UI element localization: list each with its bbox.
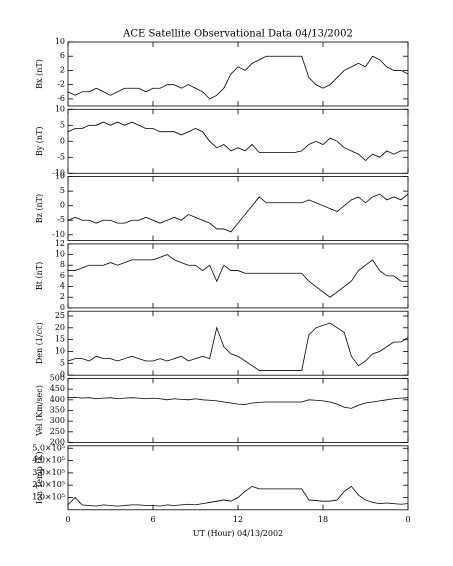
y-tick-label: 6 <box>60 271 65 280</box>
y-tick-label: -5 <box>57 215 65 224</box>
y-tick-label: 5 <box>60 358 65 367</box>
y-tick-label: 10 <box>55 250 65 259</box>
y-tick-label: 2 <box>60 65 65 74</box>
data-line <box>68 254 408 298</box>
y-tick-label: 0 <box>60 303 65 312</box>
y-tick-label: -10 <box>52 168 65 177</box>
y-tick-label: -5 <box>57 152 65 161</box>
y-tick-label: 5 <box>60 120 65 129</box>
y-tick-label: -2 <box>57 80 65 89</box>
y-tick-label: 8 <box>60 260 65 269</box>
y-tick-label: -10 <box>52 230 65 239</box>
y-tick-label: 300 <box>50 416 65 425</box>
y-tick-label: 5.0×10⁵ <box>32 443 65 452</box>
x-tick-label: 6 <box>150 515 155 524</box>
y-tick-label: 10 <box>55 37 65 46</box>
data-line <box>67 121 408 162</box>
x-tick-label: 18 <box>318 515 328 524</box>
y-tick-label: 200 <box>50 438 65 447</box>
y-tick-label: 5 <box>60 186 65 195</box>
y-tick-label: 6 <box>60 51 65 60</box>
y-axis-label: By (nT) <box>35 126 44 156</box>
chart-title: ACE Satellite Observational Data 04/13/2… <box>122 29 353 40</box>
x-tick-label: 0 <box>405 515 410 524</box>
y-axis-label: Bt (nT) <box>35 262 44 290</box>
x-tick-label: 0 <box>65 515 70 524</box>
y-tick-label: 0 <box>60 136 65 145</box>
y-tick-label: 4 <box>60 282 65 291</box>
y-tick-label: 350 <box>50 406 65 415</box>
y-tick-label: 250 <box>50 427 65 436</box>
data-line <box>67 55 409 100</box>
y-tick-label: 10 <box>55 346 65 355</box>
y-tick-label: 4.0×10⁵ <box>32 456 65 465</box>
y-tick-label: 15 <box>55 335 65 344</box>
y-axis-label: Vel (Km/sec) <box>35 385 44 437</box>
y-tick-label: 2 <box>60 292 65 301</box>
y-axis-label: Bz (nT) <box>35 194 44 223</box>
y-tick-label: 400 <box>50 395 65 404</box>
y-tick-label: 0 <box>60 370 65 379</box>
data-line <box>67 485 409 507</box>
y-tick-label: 3.0×10⁵ <box>32 468 65 477</box>
y-tick-label: 1.0×10⁵ <box>32 492 65 501</box>
y-tick-label: 10 <box>55 104 65 113</box>
y-tick-label: -6 <box>57 94 65 103</box>
y-axis-label: Ion Temp (K) <box>35 452 44 505</box>
y-tick-label: 20 <box>55 323 65 332</box>
x-axis-label: UT (Hour) 04/13/2002 <box>193 529 283 538</box>
y-axis-label: Den (1/cc) <box>35 322 44 364</box>
y-tick-label: 2.0×10⁵ <box>32 480 65 489</box>
x-tick-label: 12 <box>233 515 243 524</box>
data-line <box>67 193 409 233</box>
y-tick-label: 10 <box>55 172 65 181</box>
data-line <box>67 396 409 409</box>
y-tick-label: 500 <box>50 374 65 383</box>
y-axis-label: Bx (nT) <box>35 59 44 89</box>
y-tick-label: 450 <box>50 384 65 393</box>
data-line <box>67 322 409 371</box>
y-tick-label: 25 <box>55 311 65 320</box>
y-tick-label: 12 <box>55 239 65 248</box>
y-tick-label: 0 <box>60 201 65 210</box>
